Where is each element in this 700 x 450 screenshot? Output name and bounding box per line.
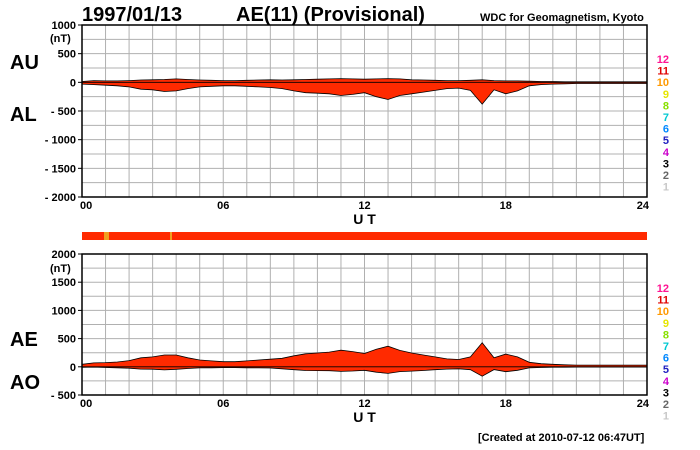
lower-ytick-label: 500 xyxy=(58,334,76,346)
upper-ytick-label: - 500 xyxy=(51,106,76,118)
station-availability-bar xyxy=(82,232,647,240)
lower-legend-item: 7 xyxy=(663,341,669,353)
source-label: WDC for Geomagnetism, Kyoto xyxy=(480,12,644,24)
upper-legend-item: 6 xyxy=(663,124,669,136)
lower-ytick-label: 1500 xyxy=(52,277,76,289)
upper-xtick-label: 00 xyxy=(80,200,92,212)
upper-xtick-label: 06 xyxy=(217,200,229,212)
lower-legend-item: 1 xyxy=(663,411,669,423)
upper-ytick-label: 1000 xyxy=(52,20,76,32)
upper-ytick-label: 0 xyxy=(70,77,76,89)
upper-legend-item: 10 xyxy=(657,77,669,89)
upper-xtick-label: 24 xyxy=(637,200,650,212)
lower-xaxis-label: U T xyxy=(353,409,376,425)
chart-title: AE(11) (Provisional) xyxy=(236,4,425,26)
upper-legend-item: 4 xyxy=(663,147,670,159)
lower-legend-item: 12 xyxy=(657,283,669,295)
lower-xtick-label: 24 xyxy=(637,398,650,410)
upper-ytick-label: - 2000 xyxy=(45,192,76,204)
upper-xtick-label: 18 xyxy=(500,200,512,212)
upper-legend-item: 7 xyxy=(663,112,669,124)
lower-legend-item: 9 xyxy=(663,318,669,330)
lower-legend-item: 6 xyxy=(663,353,669,365)
ao-label: AO xyxy=(10,372,40,394)
lower-ytick-label: 1000 xyxy=(52,305,76,317)
lower-xtick-label: 12 xyxy=(358,398,370,410)
upper-legend-item: 12 xyxy=(657,54,669,66)
station-gap-marker xyxy=(170,232,172,240)
lower-ytick-label: 0 xyxy=(70,362,76,374)
al-label: AL xyxy=(10,104,37,126)
upper-legend-item: 9 xyxy=(663,89,669,101)
lower-xtick-label: 18 xyxy=(500,398,512,410)
lower-ytick-label: 2000 xyxy=(52,249,76,261)
lower-legend-item: 4 xyxy=(663,376,670,388)
lower-plot-frame xyxy=(81,253,648,396)
lower-legend-item: 11 xyxy=(657,295,669,307)
lower-ytick-label: - 500 xyxy=(51,390,76,402)
station-gap-marker xyxy=(104,232,109,240)
lower-xtick-label: 06 xyxy=(217,398,229,410)
lower-legend-item: 3 xyxy=(663,387,669,399)
upper-unit-label: (nT) xyxy=(50,33,71,45)
lower-legend-item: 10 xyxy=(657,306,669,318)
upper-legend-item: 5 xyxy=(663,135,669,147)
upper-legend-item: 11 xyxy=(657,66,669,78)
ae-label: AE xyxy=(10,329,38,351)
upper-legend-item: 1 xyxy=(663,182,669,194)
upper-ytick-label: - 1500 xyxy=(45,163,76,175)
lower-legend-item: 5 xyxy=(663,364,669,376)
au-label: AU xyxy=(10,52,39,74)
lower-legend-item: 2 xyxy=(663,399,669,411)
upper-legend-item: 2 xyxy=(663,170,669,182)
upper-legend-item: 3 xyxy=(663,158,669,170)
lower-xtick-label: 00 xyxy=(80,398,92,410)
upper-xaxis-label: U T xyxy=(353,211,376,227)
chart-date: 1997/01/13 xyxy=(82,4,183,26)
upper-legend-item: 8 xyxy=(663,100,669,112)
upper-ytick-label: - 1000 xyxy=(45,135,76,147)
lower-legend-item: 8 xyxy=(663,329,669,341)
lower-unit-label: (nT) xyxy=(50,263,71,275)
upper-ytick-label: 500 xyxy=(58,49,76,61)
created-timestamp: [Created at 2010-07-12 06:47UT] xyxy=(478,432,645,444)
upper-xtick-label: 12 xyxy=(358,200,370,212)
